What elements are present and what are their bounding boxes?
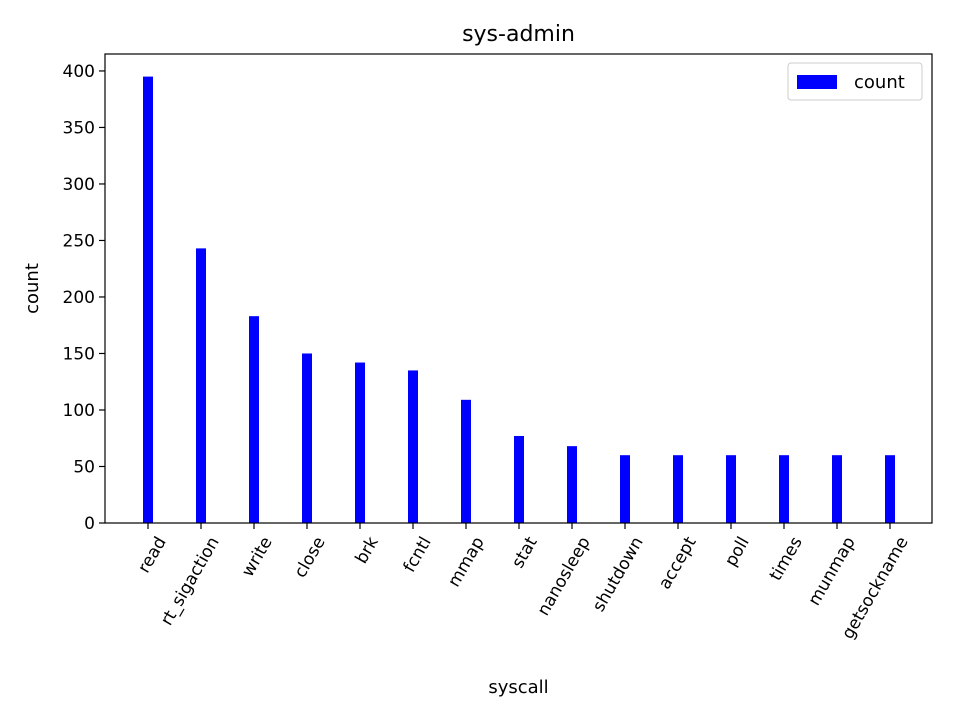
bar-mmap — [461, 399, 471, 523]
bar-times — [779, 455, 789, 523]
x-axis-label: syscall — [488, 677, 548, 698]
legend: count — [787, 62, 923, 101]
y-tick-label: 400 — [63, 62, 95, 82]
bar-read — [143, 76, 153, 523]
y-axis-ticks: 0 50 100 150 200 250 300 350 400 — [63, 62, 105, 534]
bar-close — [302, 353, 312, 523]
bar-nanosleep — [567, 446, 577, 523]
y-tick-label: 350 — [63, 118, 95, 138]
y-axis-label: count — [22, 263, 43, 314]
bar-write — [249, 316, 259, 523]
chart-title: sys-admin — [462, 22, 575, 47]
legend-box — [787, 62, 923, 101]
bar-brk — [355, 362, 365, 523]
bar-rt_sigaction — [196, 248, 206, 523]
legend-swatch — [797, 75, 837, 89]
y-tick-label: 100 — [63, 401, 95, 421]
y-tick-label: 300 — [63, 175, 95, 195]
y-tick-label: 150 — [63, 344, 95, 364]
bar-accept — [673, 455, 683, 523]
y-tick-label: 50 — [73, 457, 95, 477]
bar-munmap — [832, 455, 842, 523]
y-tick-label: 0 — [84, 514, 95, 534]
bar-stat — [514, 435, 524, 523]
bar-getsockname — [885, 455, 895, 523]
bar-poll — [726, 455, 736, 523]
plot-frame — [104, 53, 933, 524]
legend-label: count — [854, 72, 905, 93]
y-tick-label: 250 — [63, 231, 95, 251]
bar-fcntl — [408, 370, 418, 523]
bars-layer — [143, 76, 895, 523]
y-tick-label: 200 — [63, 288, 95, 308]
bar-shutdown — [620, 455, 630, 523]
